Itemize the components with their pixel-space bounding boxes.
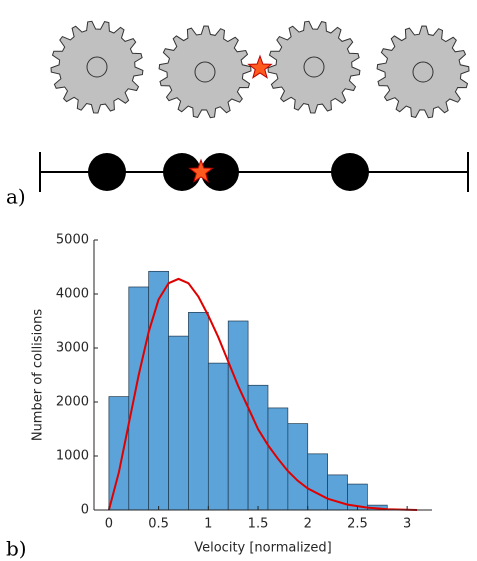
bar [168, 335, 189, 511]
x-tick-label: 0.5 [148, 517, 169, 532]
y-tick-label: 1000 [56, 449, 89, 464]
x-tick-label: 1 [204, 517, 212, 532]
gear-hole [412, 61, 434, 83]
ball [331, 153, 369, 191]
gears [50, 20, 470, 119]
y-tick-label: 2000 [56, 395, 89, 410]
star [247, 54, 273, 79]
bar [108, 396, 130, 511]
ball [201, 153, 239, 191]
bar [287, 423, 309, 511]
ball [88, 153, 126, 191]
gear-hole [194, 61, 216, 83]
bar [188, 312, 209, 511]
ball [163, 153, 201, 191]
bar [227, 320, 249, 511]
y-tick-label: 3000 [56, 341, 89, 356]
y-tick-label: 5000 [56, 233, 89, 248]
star [188, 158, 214, 183]
x-axis-label: Velocity [normalized] [194, 541, 332, 556]
gear-hole [303, 56, 325, 78]
x-tick-label: 1.5 [248, 517, 269, 532]
x-tick-label: 0 [105, 517, 113, 532]
x-tick-label: 3 [403, 517, 411, 532]
bar [148, 270, 169, 511]
panel-label: a) [6, 185, 26, 209]
bar [307, 453, 328, 511]
x-tick-label: 2 [304, 517, 312, 532]
panel-label: b) [6, 537, 27, 561]
y-axis-label: Number of collisions [31, 309, 46, 442]
y-tick-label: 0 [81, 503, 89, 518]
x-tick-label: 2.5 [347, 517, 368, 532]
fit-curve [107, 277, 418, 511]
gear-hole [86, 56, 108, 78]
bar [247, 384, 269, 511]
y-tick-label: 4000 [56, 287, 89, 302]
bar [207, 362, 229, 511]
bar [128, 286, 150, 511]
